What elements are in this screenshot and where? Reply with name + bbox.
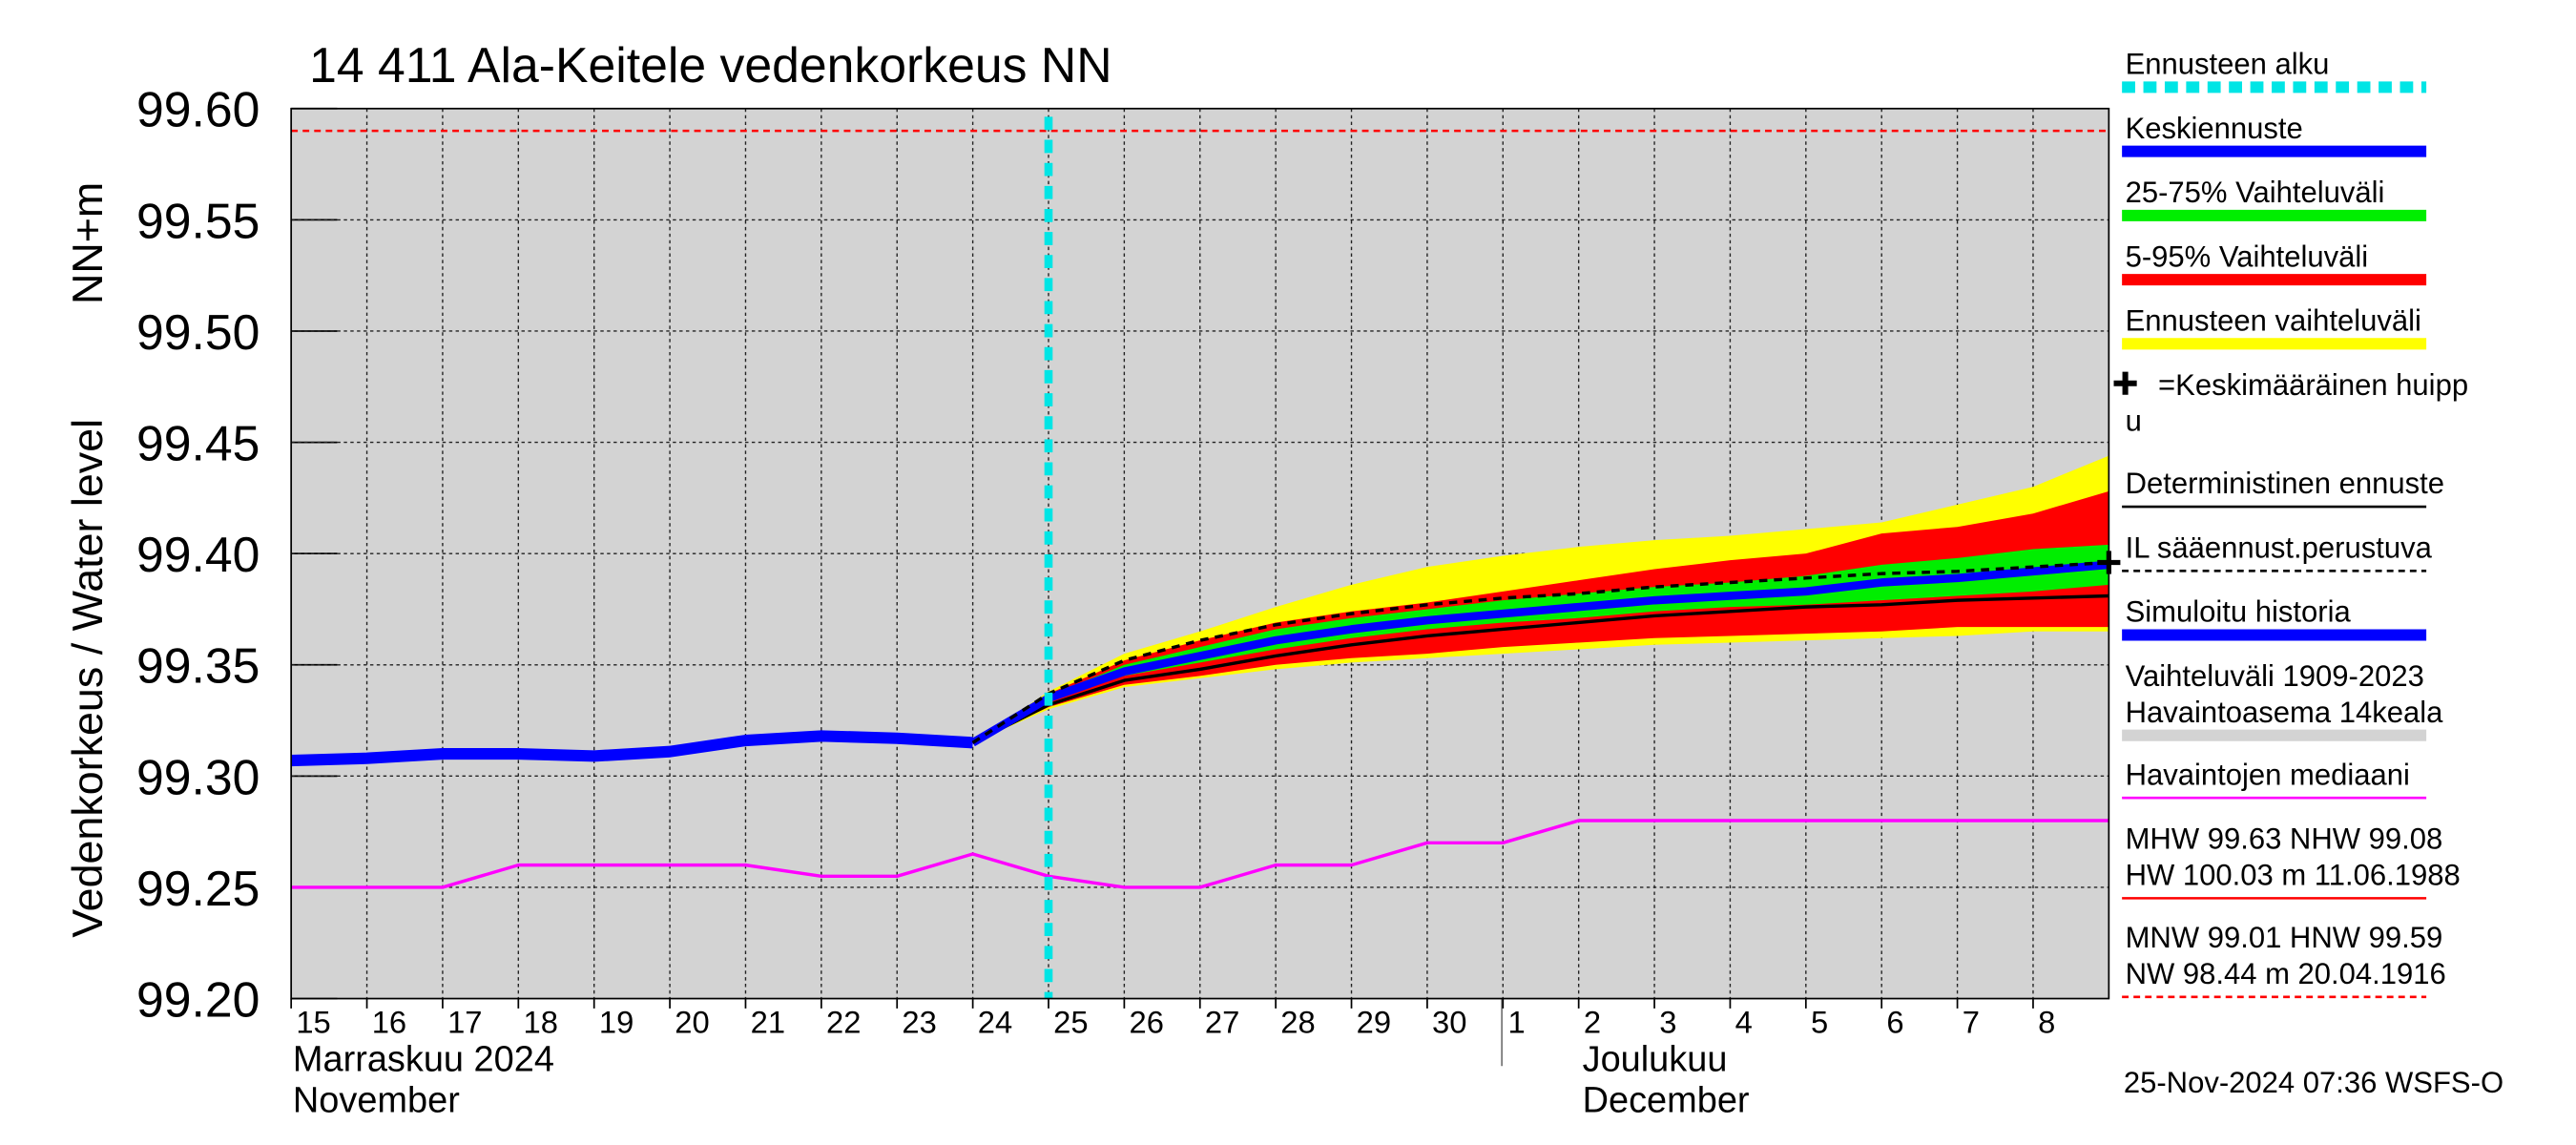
- y-tick-label: 99.20: [136, 972, 260, 1028]
- chart-title: 14 411 Ala-Keitele vedenkorkeus NN: [309, 37, 1111, 93]
- y-tick-label: 99.25: [136, 861, 260, 916]
- x-tick-label: 27: [1205, 1005, 1239, 1040]
- x-tick-label: 25: [1053, 1005, 1088, 1040]
- x-tick-label: 30: [1432, 1005, 1466, 1040]
- legend-label: u: [2126, 405, 2142, 438]
- y-tick-label: 99.45: [136, 416, 260, 471]
- month-label: Marraskuu 2024: [293, 1039, 554, 1079]
- legend-label: Ennusteen alku: [2126, 48, 2330, 81]
- y-tick-label: 99.55: [136, 193, 260, 248]
- legend-label: MNW 99.01 HNW 99.59: [2126, 921, 2443, 954]
- y-axis-unit: NN+m: [64, 182, 112, 304]
- y-tick-label: 99.60: [136, 82, 260, 137]
- series-line: [291, 819, 2109, 889]
- x-tick-label: 24: [978, 1005, 1012, 1040]
- x-tick-label: 16: [372, 1005, 406, 1040]
- y-axis-label: Vedenkorkeus / Water level: [64, 419, 112, 938]
- x-tick-label: 18: [523, 1005, 557, 1040]
- y-tick-label: 99.35: [136, 638, 260, 694]
- series-line: [290, 730, 973, 767]
- range-band: [972, 544, 2109, 743]
- series-line: [971, 560, 2109, 744]
- legend-plus: [2113, 371, 2137, 395]
- x-tick-label: 20: [675, 1005, 709, 1040]
- x-tick-label: 17: [447, 1005, 482, 1040]
- x-tick-label: 19: [599, 1005, 634, 1040]
- x-tick-label: 3: [1659, 1005, 1676, 1040]
- x-tick-label: 23: [902, 1005, 936, 1040]
- x-tick-label: 8: [2038, 1005, 2055, 1040]
- x-tick-label: 15: [296, 1005, 330, 1040]
- x-tick-label: 26: [1130, 1005, 1164, 1040]
- legend-label: 5-95% Vaihteluväli: [2126, 239, 2369, 273]
- legend-label: Ennusteen vaihteluväli: [2126, 304, 2421, 338]
- legend-label: IL sääennust.perustuva: [2126, 531, 2433, 564]
- legend-label: Havaintojen mediaani: [2126, 758, 2410, 791]
- legend-label: NW 98.44 m 20.04.1916: [2126, 957, 2446, 990]
- legend-label: Simuloitu historia: [2126, 595, 2352, 629]
- x-tick-label: 21: [751, 1005, 785, 1040]
- timestamp: 25-Nov-2024 07:36 WSFS-O: [2124, 1066, 2503, 1099]
- x-tick-label: 4: [1735, 1005, 1753, 1040]
- x-tick-label: 2: [1584, 1005, 1601, 1040]
- x-tick-label: 1: [1507, 1005, 1525, 1040]
- x-tick-label: 28: [1280, 1005, 1315, 1040]
- legend-label: MHW 99.63 NHW 99.08: [2126, 822, 2443, 856]
- legend-label: HW 100.03 m 11.06.1988: [2126, 859, 2461, 892]
- legend-label: Deterministinen ennuste: [2126, 467, 2444, 500]
- legend-label: =Keskimääräinen huipp: [2158, 368, 2468, 402]
- legend-label: Keskiennuste: [2126, 112, 2303, 145]
- month-label: December: [1583, 1081, 1750, 1121]
- month-label: Joulukuu: [1583, 1039, 1728, 1079]
- y-tick-label: 99.50: [136, 304, 260, 360]
- legend-label: Havaintoasema 14keala: [2126, 696, 2444, 729]
- y-tick-label: 99.40: [136, 527, 260, 582]
- legend-label: Vaihteluväli 1909-2023: [2126, 659, 2424, 693]
- plot-frame: [290, 107, 2110, 1000]
- x-tick-label: 6: [1886, 1005, 1903, 1040]
- x-tick-label: 7: [1963, 1005, 1980, 1040]
- x-tick-label: 5: [1811, 1005, 1828, 1040]
- month-label: November: [293, 1081, 460, 1121]
- series-line: [971, 593, 2109, 744]
- y-tick-label: 99.30: [136, 749, 260, 804]
- series-line: [970, 560, 2109, 747]
- legend-label: 25-75% Vaihteluväli: [2126, 176, 2385, 209]
- x-tick-label: 29: [1357, 1005, 1391, 1040]
- x-tick-label: 22: [826, 1005, 861, 1040]
